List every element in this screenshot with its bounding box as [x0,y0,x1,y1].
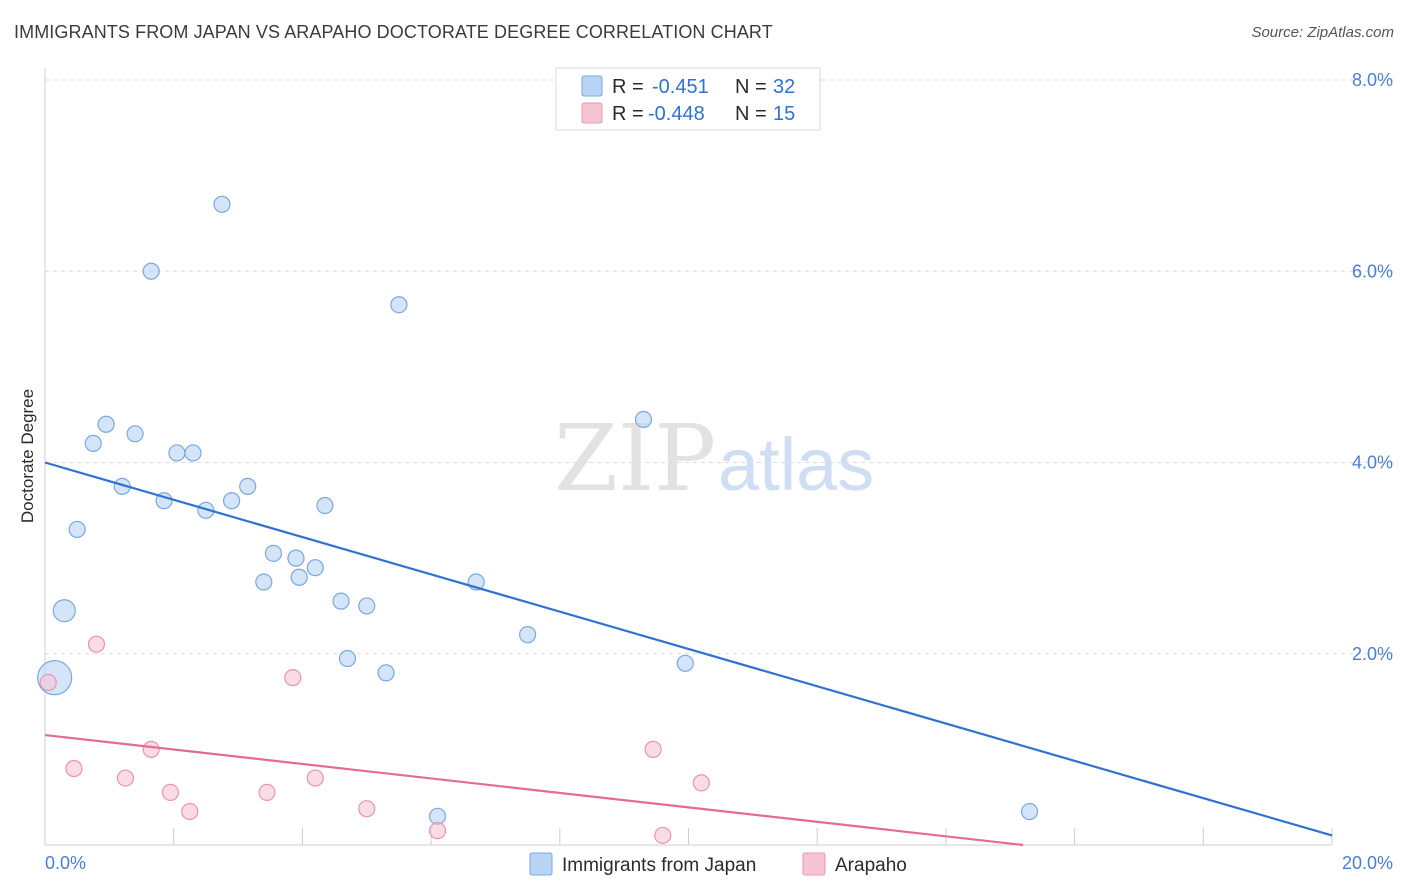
japan-trend-line [44,461,1333,837]
data-points [37,195,1039,845]
japan-point-24 [358,597,376,615]
arapaho-point-6 [161,783,180,802]
arapaho-trend-line [44,733,1024,847]
arapaho-point-8 [258,783,276,802]
x-ticks [173,828,1333,845]
japan-point-26 [390,296,408,314]
japan-point-8 [142,262,160,280]
stats-legend: R = -0.451 N = 32 R = -0.448 N = 15 [555,67,821,131]
japan-point-21 [316,496,334,515]
chart-title: IMMIGRANTS FROM JAPAN VS ARAPAHO DOCTORA… [14,22,773,42]
arapaho-point-10 [306,769,324,787]
japan-point-32 [1020,802,1039,821]
legend-n-value-arapaho: 15 [773,103,795,125]
grid-lines [45,79,1393,655]
japan-point-29 [519,626,537,644]
arapaho-point-5 [142,740,160,758]
watermark-zip: ZIP [554,405,716,512]
series-legend-swatch-arapaho [802,852,826,876]
y-tick-label: 6.0% [1352,261,1393,281]
arapaho-point-4 [116,769,135,787]
japan-point-5 [97,415,115,433]
y-tick-labels: 2.0% 4.0% 6.0% 8.0% [1352,70,1393,664]
japan-point-25 [377,664,395,682]
arapaho-point-9 [284,669,302,687]
japan-point-17 [264,544,283,562]
legend-r-value-arapaho: -0.448 [648,103,705,125]
x-tick-label-max: 20.0% [1342,853,1393,873]
japan-point-31 [676,654,694,672]
y-axis-label: Doctorate Degree [18,389,37,523]
arapaho-point-14 [654,826,672,845]
series-legend-label-arapaho: Arapaho [835,855,907,876]
legend-r-label-japan: R = [612,76,644,98]
source-label: Source: ZipAtlas.com [1251,24,1394,41]
japan-point-15 [239,477,257,496]
japan-point-16 [255,573,273,591]
series-legend-label-japan: Immigrants from Japan [562,855,756,876]
legend-n-label-arapaho: N = [735,103,767,125]
japan-point-20 [306,559,324,577]
japan-point-27 [428,807,447,825]
arapaho-point-11 [358,800,376,818]
y-tick-label: 2.0% [1352,644,1393,664]
japan-point-3 [68,520,86,539]
legend-swatch-japan [581,75,603,97]
watermark-atlas: atlas [718,423,874,506]
japan-point-11 [184,444,202,462]
legend-n-value-japan: 32 [773,76,795,98]
japan-point-13 [213,195,231,213]
series-legend: Immigrants from Japan Arapaho [529,852,907,876]
legend-n-label-japan: N = [735,76,767,98]
arapaho-point-3 [87,635,106,653]
series-legend-swatch-japan [529,852,553,876]
japan-point-14 [223,492,241,510]
arapaho-point-12 [428,822,447,840]
legend-r-value-japan: -0.451 [652,76,709,98]
arapaho-point-15 [692,774,710,792]
arapaho-point-2 [65,759,83,778]
japan-point-4 [84,434,102,452]
y-tick-label: 4.0% [1352,453,1393,473]
japan-point-30 [634,410,653,429]
legend-swatch-arapaho [581,102,603,124]
arapaho-point-1 [39,673,57,692]
japan-point-7 [126,425,144,443]
japan-point-19 [290,568,308,586]
legend-r-label-arapaho: R = [612,103,644,125]
japan-point-10 [168,444,186,462]
x-tick-label-min: 0.0% [45,853,86,873]
japan-point-22 [332,592,350,610]
japan-point-18 [287,549,305,567]
japan-point-23 [338,649,357,668]
y-tick-label: 8.0% [1352,70,1393,90]
trend-lines [44,461,1333,847]
japan-point-2 [52,599,76,623]
arapaho-point-7 [181,802,199,821]
arapaho-point-13 [644,740,662,758]
